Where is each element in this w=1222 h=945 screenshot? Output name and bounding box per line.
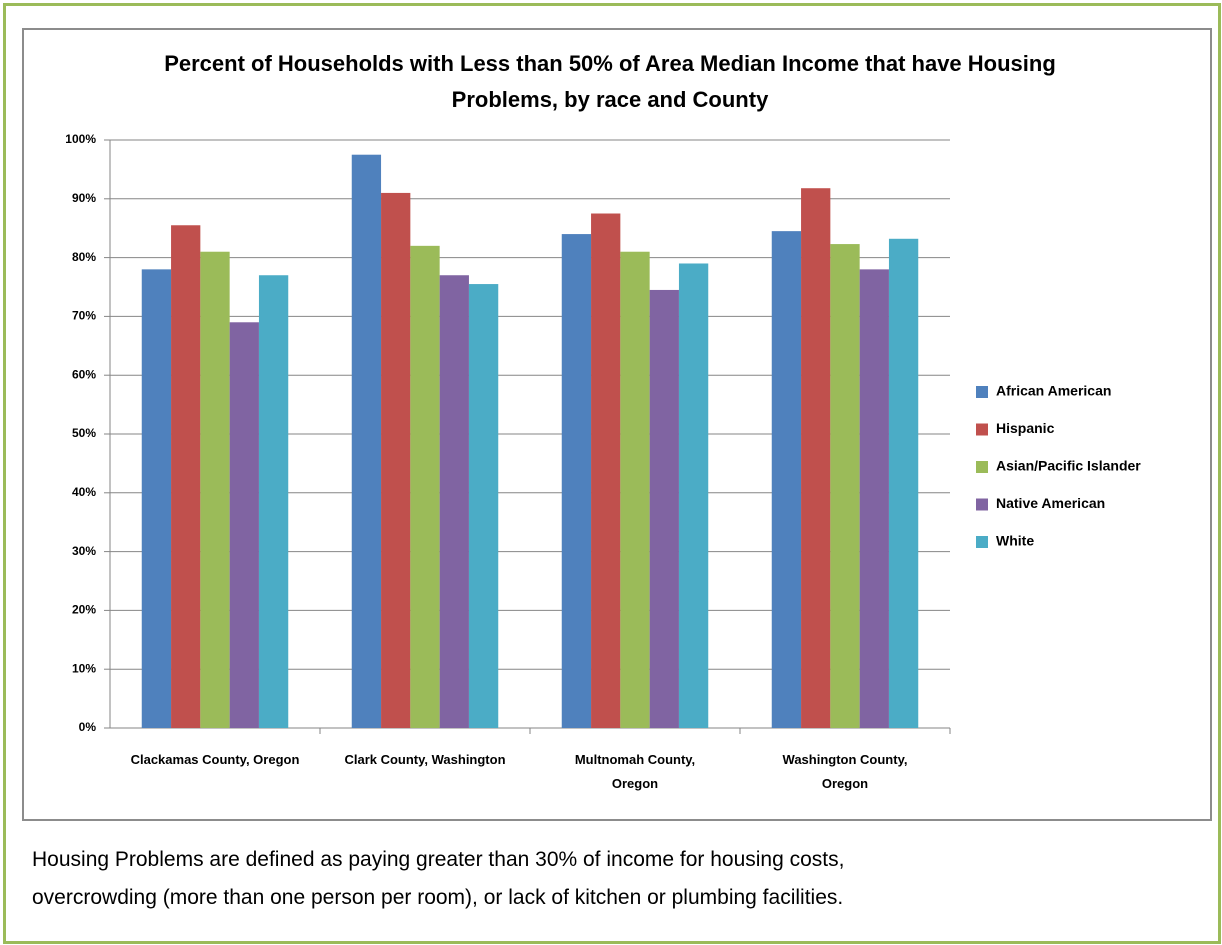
bar (888, 238, 919, 728)
bar (561, 234, 592, 728)
x-tick-label: Clark County, Washington (344, 752, 506, 767)
bar (859, 269, 889, 728)
y-tick-label: 30% (72, 544, 96, 558)
legend-label: Native American (996, 495, 1105, 511)
bar (410, 245, 440, 728)
x-tick-label: Multnomah County, Oregon (574, 752, 696, 791)
y-tick-label: 100% (65, 132, 96, 146)
bar (229, 322, 259, 728)
y-tick-label: 20% (72, 603, 96, 617)
legend-label: African American (996, 383, 1111, 399)
caption: overcrowding (more than one person per r… (32, 886, 844, 909)
bar (801, 188, 831, 728)
bar (649, 289, 679, 728)
legend-swatch (976, 536, 988, 548)
y-tick-label: 80% (72, 250, 96, 264)
y-tick-label: 50% (72, 426, 96, 440)
y-tick-label: 0% (79, 720, 97, 734)
legend-swatch (976, 386, 988, 398)
bar (830, 244, 860, 729)
bar (439, 275, 469, 728)
chart-title: Percent of Households with Less than 50%… (164, 51, 1056, 112)
bar (468, 284, 499, 728)
x-tick-label: Washington County, Oregon (782, 752, 908, 791)
bar (381, 192, 411, 729)
bar (591, 213, 621, 728)
chart-box (22, 28, 1212, 821)
y-tick-label: 40% (72, 485, 96, 499)
legend-label: Hispanic (996, 420, 1055, 436)
legend-swatch (976, 498, 988, 511)
caption: Housing Problems are defined as paying g… (32, 848, 845, 871)
bar (141, 269, 172, 728)
frame (3, 3, 1221, 944)
y-tick-label: 10% (72, 661, 96, 675)
y-tick-label: 90% (72, 191, 96, 205)
bar (200, 251, 230, 728)
legend-swatch (976, 423, 988, 436)
bar (771, 231, 802, 728)
legend-label: Asian/Pacific Islander (996, 458, 1141, 474)
y-tick-label: 70% (72, 309, 96, 323)
bar (620, 251, 650, 728)
bar (171, 225, 201, 728)
legend-swatch (976, 461, 988, 473)
y-tick-label: 60% (72, 367, 96, 381)
legend-label: White (996, 533, 1034, 549)
x-tick-label: Clackamas County, Oregon (130, 752, 300, 767)
bar (678, 263, 709, 728)
bar (258, 275, 289, 728)
bar (351, 154, 382, 728)
